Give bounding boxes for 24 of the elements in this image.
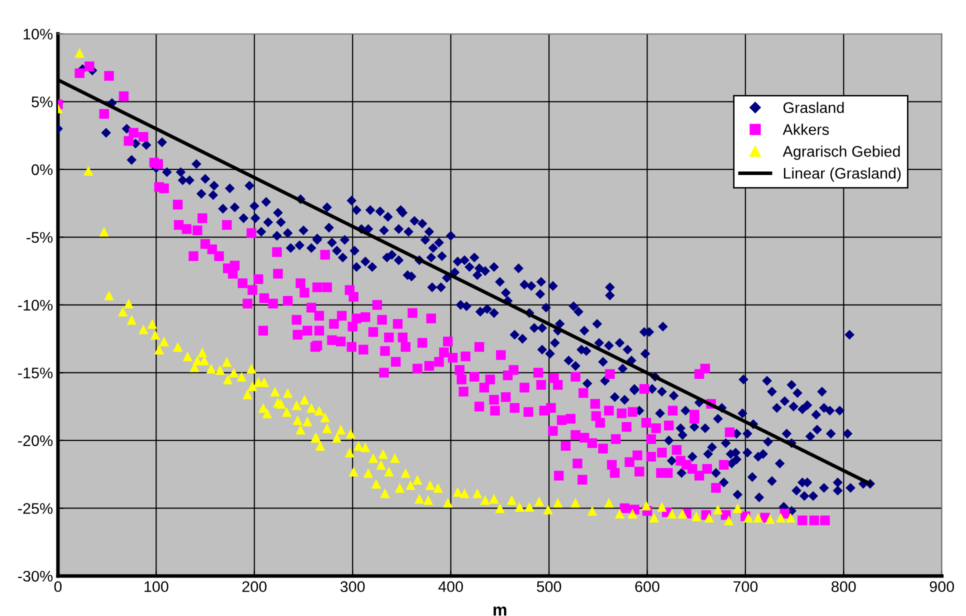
x-tick-label: 900 xyxy=(930,581,954,592)
legend-label: Akkers xyxy=(782,124,829,135)
y-tick-label: -25% xyxy=(18,503,53,514)
x-tick-label: 400 xyxy=(438,581,463,592)
y-tick-label: -10% xyxy=(18,300,53,311)
y-tick-label: -30% xyxy=(18,570,53,582)
legend-label: Linear (Grasland) xyxy=(784,167,901,182)
x-tick-label: 300 xyxy=(340,581,365,592)
y-tick-label: 5% xyxy=(32,96,53,108)
x-tick-label: 100 xyxy=(144,581,168,592)
legend-label: Grasland xyxy=(783,102,844,114)
x-tick-label: 600 xyxy=(635,581,660,592)
x-tick-label: 200 xyxy=(242,581,267,592)
x-tick-label: 0 xyxy=(54,581,62,592)
y-tick-label: 0% xyxy=(32,164,53,176)
y-tick-label: -20% xyxy=(18,435,53,446)
legend-label: Agrarisch Gebied xyxy=(782,146,900,160)
y-tick-label: -15% xyxy=(18,368,53,378)
x-tick-label: 800 xyxy=(832,581,856,592)
x-axis-title: m xyxy=(494,606,506,616)
y-tick-label: 10% xyxy=(24,28,53,40)
x-tick-label: 500 xyxy=(536,581,562,592)
y-tick-label: -5% xyxy=(26,232,53,243)
x-tick-label: 700 xyxy=(733,581,758,592)
